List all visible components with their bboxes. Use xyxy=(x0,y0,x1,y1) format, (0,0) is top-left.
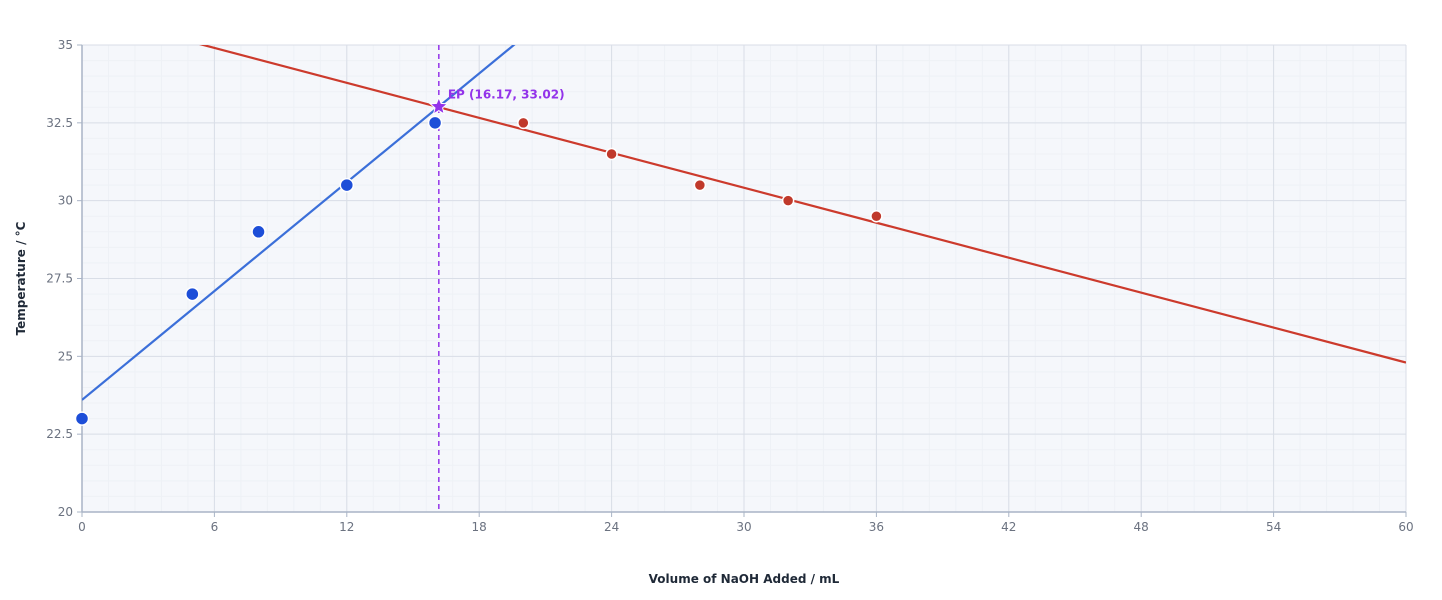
data-point-after-ep xyxy=(870,209,883,223)
data-point-before-ep xyxy=(185,286,200,302)
data-point-before-ep xyxy=(251,224,266,240)
y-tick-label: 35 xyxy=(58,38,73,52)
fit-lines xyxy=(82,45,1406,401)
fit-line xyxy=(199,45,1406,364)
x-tick-label: 0 xyxy=(78,520,86,534)
y-tick-label: 20 xyxy=(58,505,73,519)
data-point-after-ep xyxy=(605,147,618,161)
y-tick-label: 25 xyxy=(58,349,73,363)
data-point-after-ep xyxy=(517,116,530,130)
data-point-before-ep xyxy=(74,411,90,426)
data-points xyxy=(74,115,883,426)
y-axis-title: Temperature / °C xyxy=(14,221,28,335)
x-tick-label: 48 xyxy=(1134,520,1149,534)
x-tick-label: 6 xyxy=(211,520,219,534)
ep-star-icon xyxy=(429,96,449,116)
x-axis-title: Volume of NaOH Added / mL xyxy=(649,572,840,586)
x-tick-label: 54 xyxy=(1266,520,1281,534)
x-tick-label: 60 xyxy=(1398,520,1413,534)
x-tick-label: 24 xyxy=(604,520,619,534)
x-tick-label: 42 xyxy=(1001,520,1016,534)
fit-line xyxy=(82,45,516,401)
data-point-after-ep xyxy=(781,194,795,207)
x-tick-label: 30 xyxy=(736,520,751,534)
y-axis-ticks: 20 22.5 25 27.5 30 32.5 35 xyxy=(46,38,82,519)
ep-label: EP (16.17, 33.02) xyxy=(448,88,565,102)
data-point-after-ep xyxy=(693,178,707,192)
y-tick-label: 22.5 xyxy=(46,427,73,441)
x-axis-ticks: 0 6 12 18 24 30 36 42 48 54 60 xyxy=(78,512,1414,534)
data-point-before-ep xyxy=(339,177,355,193)
y-tick-label: 32.5 xyxy=(46,116,73,130)
y-tick-label: 30 xyxy=(58,194,73,208)
x-tick-label: 12 xyxy=(339,520,354,534)
x-tick-label: 18 xyxy=(472,520,487,534)
x-tick-label: 36 xyxy=(869,520,884,534)
equivalence-point: EP (16.17, 33.02) xyxy=(429,88,565,116)
y-tick-label: 27.5 xyxy=(46,272,73,286)
data-point-before-ep xyxy=(427,115,443,131)
